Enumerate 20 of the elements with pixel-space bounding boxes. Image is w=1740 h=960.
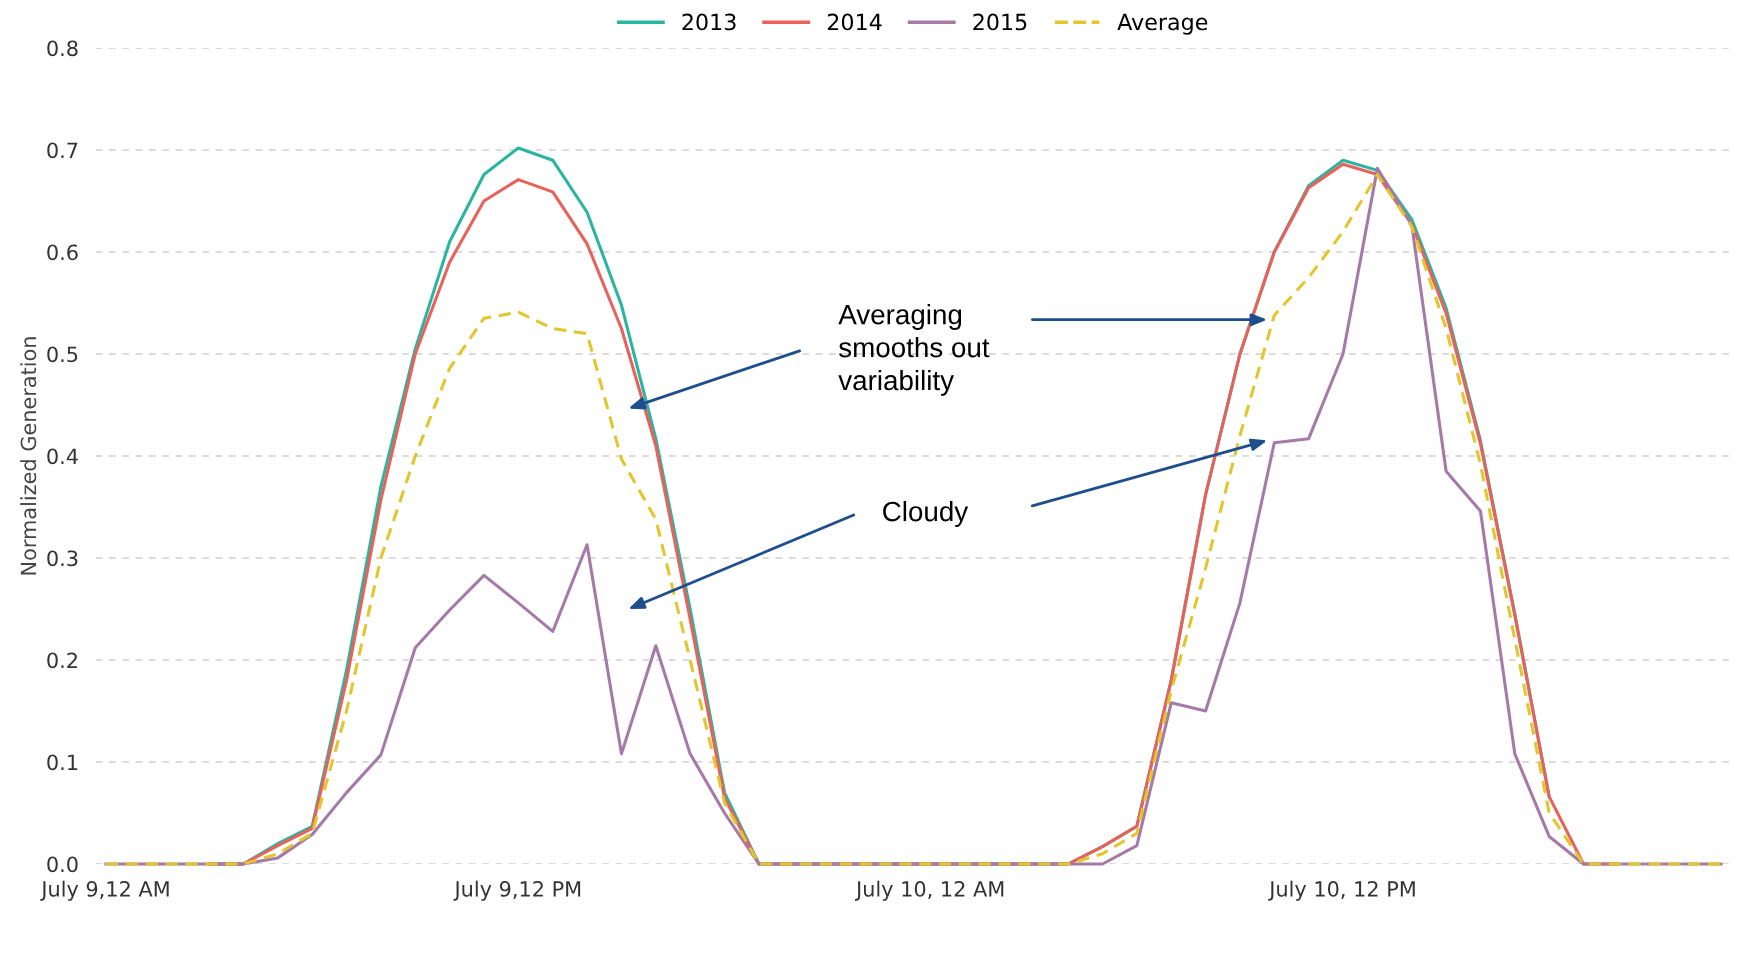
legend-label: 2015: [973, 13, 1027, 31]
x-tick-label: July 10, 12 PM: [1268, 880, 1415, 901]
y-tick-label: 0.4: [47, 448, 78, 465]
legend-label: Average: [1117, 13, 1208, 35]
legend-label: 2013: [682, 13, 736, 31]
annotation: Cloudy: [883, 500, 969, 527]
y-tick-label: 0.7: [47, 142, 78, 159]
y-tick-label: 0.0: [47, 856, 78, 873]
x-tick-label: July 9,12 AM: [40, 880, 169, 901]
y-tick-label: 0.1: [47, 754, 78, 771]
x-tick-label: July 9,12 PM: [453, 880, 581, 901]
legend-label: 2014: [827, 13, 882, 31]
annotation: Averaging smooths out variability: [838, 304, 990, 396]
y-tick-label: 0.8: [47, 40, 78, 57]
x-tick-label: July 10, 12 AM: [855, 880, 1004, 901]
y-tick-label: 0.5: [47, 346, 78, 363]
y-tick-label: 0.3: [47, 550, 78, 567]
y-tick-label: 0.2: [47, 652, 77, 669]
y-axis-title: Normalized Generation: [20, 337, 37, 575]
y-tick-label: 0.6: [47, 244, 78, 261]
